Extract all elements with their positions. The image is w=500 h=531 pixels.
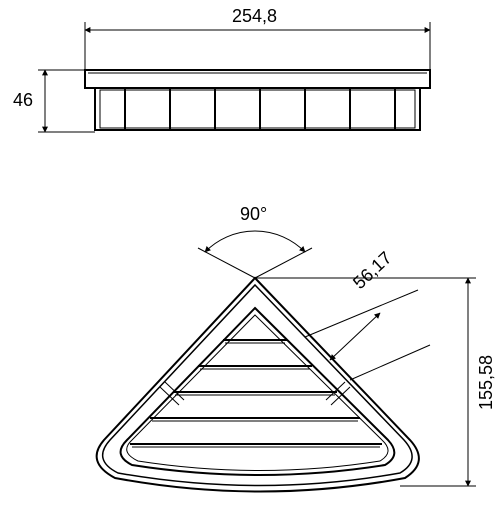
dim-height-label: 46 <box>13 90 33 110</box>
engineering-drawing: 254,8 46 <box>0 0 500 531</box>
dim-depth-label: 155,58 <box>476 355 496 410</box>
dim-inner-label: 56,17 <box>349 248 396 293</box>
dim-depth <box>255 278 476 486</box>
side-basket-outline <box>95 88 420 130</box>
side-basket-wires <box>125 88 395 130</box>
dim-angle <box>198 231 312 278</box>
dim-height <box>38 70 95 132</box>
dim-angle-label: 90° <box>240 204 267 224</box>
triangle-outer-2 <box>103 285 412 486</box>
side-basket-inner <box>100 90 415 128</box>
side-elevation <box>85 70 430 130</box>
dim-width-label: 254,8 <box>232 6 277 26</box>
cross-ticks <box>160 382 350 405</box>
dim-inner <box>305 290 430 380</box>
dim-width <box>85 22 430 70</box>
